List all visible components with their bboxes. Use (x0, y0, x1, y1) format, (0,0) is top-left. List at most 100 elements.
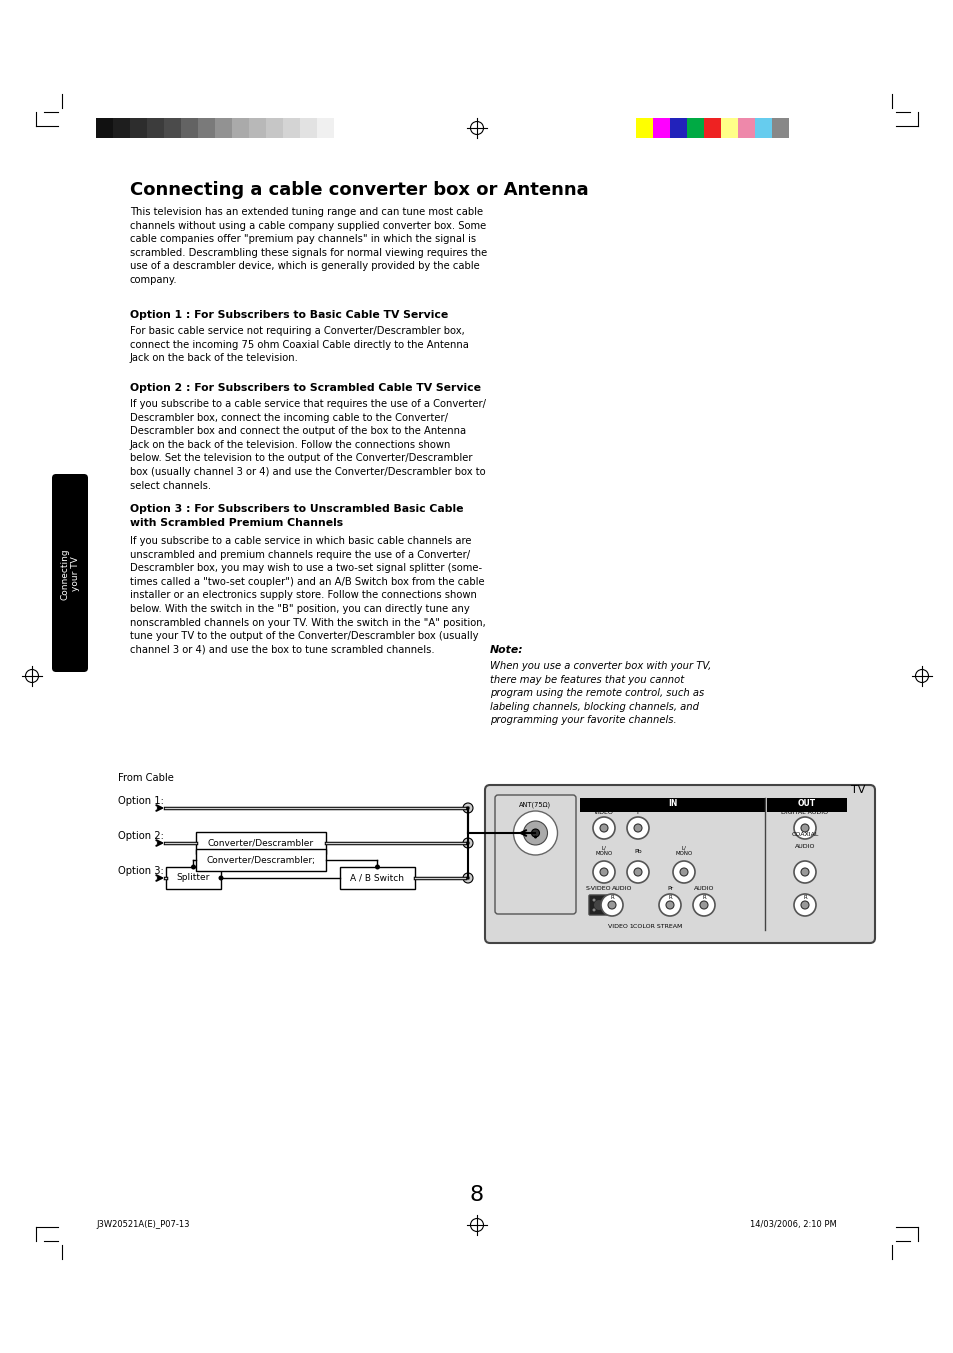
Bar (195, 832, 326, 854)
Bar (130, 118, 147, 138)
Text: COLOR STREAM: COLOR STREAM (633, 924, 682, 930)
Circle shape (672, 861, 695, 884)
Text: Option 3 : For Subscribers to Unscrambled Basic Cable: Option 3 : For Subscribers to Unscramble… (130, 505, 463, 514)
Text: R: R (610, 894, 613, 900)
Text: For basic cable service not requiring a Converter/Descrambler box,
connect the i: For basic cable service not requiring a … (130, 326, 468, 363)
Text: Splitter: Splitter (176, 874, 210, 882)
Bar (652, 118, 669, 138)
Bar (703, 118, 720, 138)
Text: COAXIAL: COAXIAL (790, 832, 818, 838)
Circle shape (465, 875, 470, 879)
Bar (283, 118, 299, 138)
Circle shape (600, 894, 622, 916)
Text: R: R (667, 894, 671, 900)
Bar (636, 118, 652, 138)
Circle shape (594, 900, 603, 911)
Text: R: R (701, 894, 705, 900)
Text: OUT: OUT (797, 800, 815, 808)
Circle shape (607, 901, 616, 909)
Text: 8: 8 (470, 1185, 483, 1206)
Text: Option 1 : For Subscribers to Basic Cable TV Service: Option 1 : For Subscribers to Basic Cabl… (130, 310, 448, 321)
Bar (232, 118, 249, 138)
Text: Note:: Note: (490, 645, 523, 655)
Text: Converter/Descrambler: Converter/Descrambler (208, 839, 314, 847)
Bar (147, 118, 164, 138)
Text: Option 3:: Option 3: (118, 866, 164, 875)
Circle shape (465, 842, 470, 846)
Text: Pr: Pr (666, 886, 673, 892)
Circle shape (531, 829, 539, 838)
Bar (579, 798, 764, 812)
Bar (166, 867, 221, 889)
Circle shape (692, 894, 714, 916)
Circle shape (534, 836, 537, 839)
Circle shape (592, 908, 595, 912)
Text: J3W20521A(E)_P07-13: J3W20521A(E)_P07-13 (96, 1220, 190, 1229)
Circle shape (601, 908, 605, 912)
Text: 14/03/2006, 2:10 PM: 14/03/2006, 2:10 PM (749, 1220, 836, 1229)
FancyBboxPatch shape (495, 796, 576, 915)
Circle shape (634, 869, 641, 875)
FancyBboxPatch shape (52, 474, 88, 672)
Circle shape (465, 806, 470, 810)
Circle shape (592, 898, 595, 901)
Bar (339, 867, 415, 889)
Text: Option 2:: Option 2: (118, 831, 164, 842)
Circle shape (375, 865, 379, 870)
Text: MONO: MONO (675, 851, 692, 856)
FancyBboxPatch shape (588, 894, 608, 915)
Circle shape (593, 817, 615, 839)
Text: AUDIO: AUDIO (611, 886, 632, 892)
Bar (669, 118, 686, 138)
Bar (195, 848, 326, 871)
Text: AUDIO: AUDIO (794, 844, 815, 848)
Text: If you subscribe to a cable service that requires the use of a Converter/
Descra: If you subscribe to a cable service that… (130, 399, 485, 491)
Circle shape (626, 861, 648, 884)
Text: From Cable: From Cable (118, 773, 173, 783)
Text: VIDEO 1: VIDEO 1 (607, 924, 633, 930)
Circle shape (700, 901, 707, 909)
Text: Connecting
your TV: Connecting your TV (60, 548, 80, 599)
Bar (112, 118, 130, 138)
Text: ANT(75Ω): ANT(75Ω) (518, 802, 551, 809)
Bar (164, 118, 181, 138)
FancyBboxPatch shape (484, 785, 874, 943)
Bar (266, 118, 283, 138)
Circle shape (801, 869, 808, 875)
Text: If you subscribe to a cable service in which basic cable channels are
unscramble: If you subscribe to a cable service in w… (130, 536, 485, 655)
Text: Converter/Descrambler;: Converter/Descrambler; (206, 855, 315, 865)
Circle shape (801, 901, 808, 909)
Bar (214, 118, 232, 138)
Circle shape (601, 898, 605, 901)
Bar (299, 118, 316, 138)
Text: When you use a converter box with your TV,
there may be features that you cannot: When you use a converter box with your T… (490, 662, 711, 725)
Circle shape (462, 802, 473, 813)
Text: DIGITAL AUDIO: DIGITAL AUDIO (781, 810, 828, 815)
Circle shape (679, 869, 687, 875)
Bar (738, 118, 754, 138)
Bar (766, 798, 846, 812)
Text: with Scrambled Premium Channels: with Scrambled Premium Channels (130, 518, 343, 528)
Bar (754, 118, 771, 138)
Bar (181, 118, 198, 138)
Text: Y: Y (636, 810, 639, 815)
Text: Connecting a cable converter box or Antenna: Connecting a cable converter box or Ante… (130, 181, 588, 199)
Circle shape (593, 861, 615, 884)
Text: L/: L/ (680, 846, 686, 851)
Bar (771, 118, 788, 138)
Circle shape (665, 901, 673, 909)
Circle shape (218, 875, 223, 881)
Circle shape (513, 810, 557, 855)
Circle shape (659, 894, 680, 916)
Circle shape (462, 873, 473, 884)
Text: AUDIO: AUDIO (693, 886, 714, 892)
Text: MONO: MONO (595, 851, 612, 856)
Text: Option 1:: Option 1: (118, 796, 164, 806)
Text: VIDEO: VIDEO (594, 810, 614, 815)
Text: This television has an extended tuning range and can tune most cable
channels wi: This television has an extended tuning r… (130, 207, 487, 285)
Text: A / B Switch: A / B Switch (350, 874, 404, 882)
Bar (198, 118, 214, 138)
Circle shape (801, 824, 808, 832)
Text: TV: TV (850, 785, 864, 796)
Text: L/: L/ (601, 846, 606, 851)
